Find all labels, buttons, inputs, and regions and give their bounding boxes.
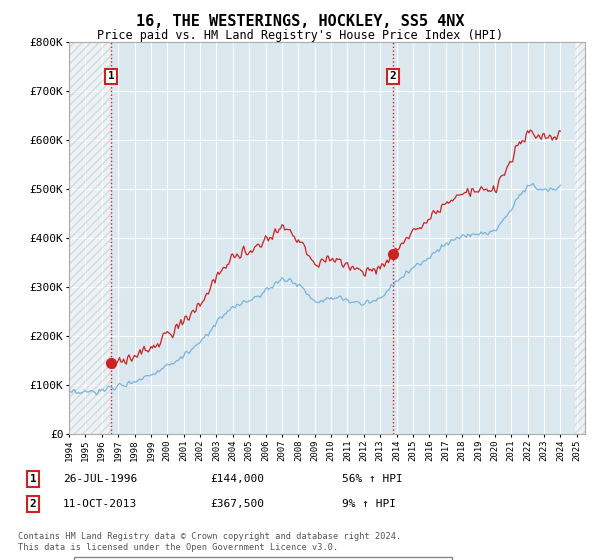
Text: 11-OCT-2013: 11-OCT-2013: [63, 499, 137, 509]
Text: 1: 1: [29, 474, 37, 484]
Legend: 16, THE WESTERINGS, HOCKLEY, SS5 4NX (detached house), HPI: Average price, detac: 16, THE WESTERINGS, HOCKLEY, SS5 4NX (de…: [74, 557, 452, 560]
Bar: [575, 42, 585, 434]
Text: 26-JUL-1996: 26-JUL-1996: [63, 474, 137, 484]
Text: Contains HM Land Registry data © Crown copyright and database right 2024.
This d: Contains HM Land Registry data © Crown c…: [18, 532, 401, 552]
Text: 56% ↑ HPI: 56% ↑ HPI: [342, 474, 403, 484]
Text: £144,000: £144,000: [210, 474, 264, 484]
Text: 16, THE WESTERINGS, HOCKLEY, SS5 4NX: 16, THE WESTERINGS, HOCKLEY, SS5 4NX: [136, 14, 464, 29]
Text: 1: 1: [108, 71, 115, 81]
Bar: [69, 42, 111, 434]
Text: £367,500: £367,500: [210, 499, 264, 509]
Text: 2: 2: [389, 71, 397, 81]
Text: Price paid vs. HM Land Registry's House Price Index (HPI): Price paid vs. HM Land Registry's House …: [97, 29, 503, 42]
Text: 9% ↑ HPI: 9% ↑ HPI: [342, 499, 396, 509]
Text: 2: 2: [29, 499, 37, 509]
